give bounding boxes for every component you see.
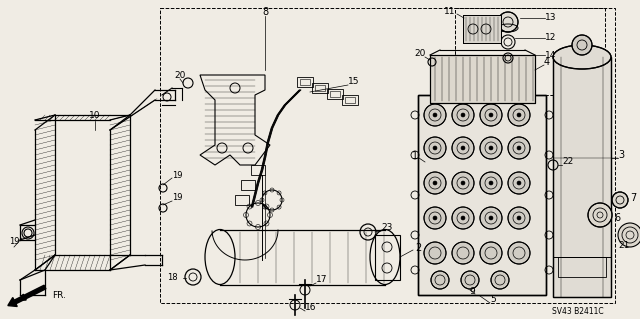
- Circle shape: [489, 216, 493, 220]
- Text: 17: 17: [316, 276, 328, 285]
- Bar: [327, 89, 343, 99]
- Circle shape: [517, 216, 521, 220]
- Text: 2: 2: [415, 243, 421, 253]
- Circle shape: [508, 104, 530, 126]
- Circle shape: [618, 223, 640, 247]
- Text: 15: 15: [348, 78, 360, 86]
- Bar: [418, 95, 546, 295]
- Bar: [315, 85, 325, 91]
- Text: 8: 8: [262, 7, 268, 17]
- Circle shape: [588, 203, 612, 227]
- Text: 7: 7: [630, 193, 636, 203]
- Bar: [345, 97, 355, 103]
- Text: 23: 23: [381, 224, 392, 233]
- Bar: [241, 180, 255, 190]
- Circle shape: [424, 104, 446, 126]
- Circle shape: [424, 172, 446, 194]
- Text: 16: 16: [305, 303, 317, 313]
- Text: 19: 19: [172, 170, 182, 180]
- Bar: [463, 15, 501, 43]
- Circle shape: [480, 137, 502, 159]
- Circle shape: [480, 242, 502, 264]
- Circle shape: [480, 172, 502, 194]
- Circle shape: [489, 146, 493, 150]
- Bar: [418, 95, 546, 295]
- Bar: [160, 8, 615, 303]
- Circle shape: [517, 146, 521, 150]
- Circle shape: [433, 181, 437, 185]
- Circle shape: [572, 35, 592, 55]
- Text: 10: 10: [89, 112, 100, 121]
- Circle shape: [480, 104, 502, 126]
- Circle shape: [517, 181, 521, 185]
- Text: 20: 20: [174, 70, 186, 79]
- Text: 13: 13: [545, 13, 557, 23]
- Text: FR.: FR.: [52, 292, 66, 300]
- Circle shape: [508, 207, 530, 229]
- Circle shape: [452, 104, 474, 126]
- Circle shape: [498, 12, 518, 32]
- Bar: [251, 165, 265, 175]
- Bar: [297, 77, 313, 87]
- Bar: [553, 57, 611, 297]
- Circle shape: [452, 242, 474, 264]
- Text: 21: 21: [618, 241, 629, 249]
- Bar: [430, 55, 535, 103]
- Bar: [235, 195, 249, 205]
- Circle shape: [461, 113, 465, 117]
- Circle shape: [433, 146, 437, 150]
- Text: 6: 6: [614, 213, 620, 223]
- Circle shape: [508, 242, 530, 264]
- Text: 19: 19: [172, 194, 182, 203]
- Bar: [558, 257, 606, 277]
- Circle shape: [461, 216, 465, 220]
- Circle shape: [452, 207, 474, 229]
- Text: SV43 B2411C: SV43 B2411C: [552, 307, 604, 315]
- Circle shape: [491, 271, 509, 289]
- Circle shape: [433, 216, 437, 220]
- Bar: [375, 235, 400, 280]
- Circle shape: [489, 113, 493, 117]
- Text: 12: 12: [545, 33, 556, 42]
- FancyArrow shape: [8, 285, 46, 307]
- Circle shape: [433, 113, 437, 117]
- Bar: [553, 57, 611, 297]
- Bar: [300, 79, 310, 85]
- Circle shape: [424, 137, 446, 159]
- Text: 18: 18: [168, 273, 178, 283]
- Text: 19: 19: [9, 238, 19, 247]
- Circle shape: [424, 207, 446, 229]
- Text: 11: 11: [444, 8, 455, 17]
- Circle shape: [517, 113, 521, 117]
- Circle shape: [508, 137, 530, 159]
- Circle shape: [424, 242, 446, 264]
- Bar: [455, 8, 605, 95]
- Circle shape: [612, 192, 628, 208]
- Text: 5: 5: [490, 295, 496, 305]
- Bar: [463, 15, 501, 43]
- Circle shape: [461, 181, 465, 185]
- Text: 1: 1: [412, 151, 418, 161]
- Circle shape: [431, 271, 449, 289]
- Ellipse shape: [553, 45, 611, 69]
- Circle shape: [461, 271, 479, 289]
- Text: 22: 22: [562, 158, 573, 167]
- Text: 20: 20: [414, 49, 426, 58]
- Text: 4: 4: [544, 57, 550, 67]
- Circle shape: [452, 172, 474, 194]
- Text: 9: 9: [469, 287, 475, 296]
- Circle shape: [489, 181, 493, 185]
- Bar: [342, 95, 358, 105]
- Text: 3: 3: [618, 150, 624, 160]
- Bar: [330, 91, 340, 97]
- Circle shape: [480, 207, 502, 229]
- Bar: [312, 83, 328, 93]
- Circle shape: [508, 172, 530, 194]
- Text: 14: 14: [545, 50, 556, 60]
- Bar: [430, 55, 535, 103]
- Circle shape: [461, 146, 465, 150]
- Circle shape: [452, 137, 474, 159]
